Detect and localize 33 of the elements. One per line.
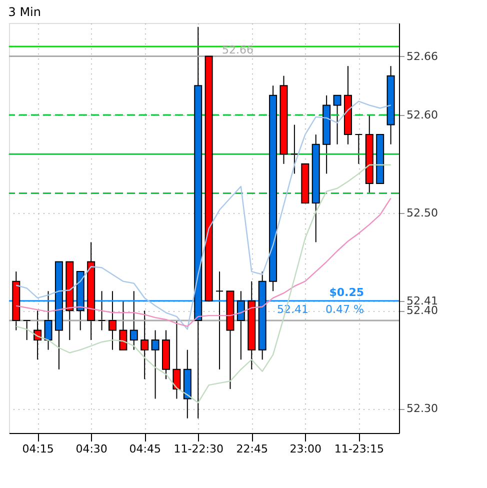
candlestick: [216, 271, 224, 370]
candlestick: [130, 290, 138, 350]
line-series: [16, 100, 392, 330]
x-tick-label: 22:45: [236, 442, 268, 456]
x-tick-label: 04:30: [76, 442, 108, 456]
candlestick: [98, 290, 106, 331]
y-tick-label: 52.60: [406, 108, 438, 122]
y-tick-label: 52.66: [406, 50, 438, 63]
chart-title: 3 Min: [8, 5, 41, 19]
line-series: [16, 198, 392, 327]
candlestick: [22, 320, 31, 341]
ref-line-label: 52.41: [277, 302, 308, 316]
candlestick: [140, 310, 149, 380]
x-tick-label: 11-22:30: [174, 442, 224, 456]
candlestick: [354, 134, 363, 164]
line-series: [16, 164, 392, 404]
candlestick: [119, 300, 128, 350]
candlestick: [151, 330, 160, 400]
candlestick: [290, 124, 298, 174]
candlestick: [108, 290, 116, 350]
candlestick: [172, 320, 181, 400]
annotation: $0.25: [329, 286, 364, 299]
x-tick-label: 11-23:15: [334, 442, 384, 456]
candlestick: [333, 94, 342, 145]
y-tick-label: 52.50: [406, 206, 438, 220]
x-tick-label: 04:45: [129, 442, 161, 456]
x-tick-label: 04:15: [22, 442, 54, 456]
x-tick-label: 23:00: [290, 442, 322, 456]
candlestick: [44, 290, 52, 350]
y-tick-label: 52.30: [406, 402, 438, 416]
annotation: 0.47 %: [326, 303, 364, 316]
ref-line-label: 52.66: [222, 43, 254, 56]
candlestick: [236, 290, 245, 360]
